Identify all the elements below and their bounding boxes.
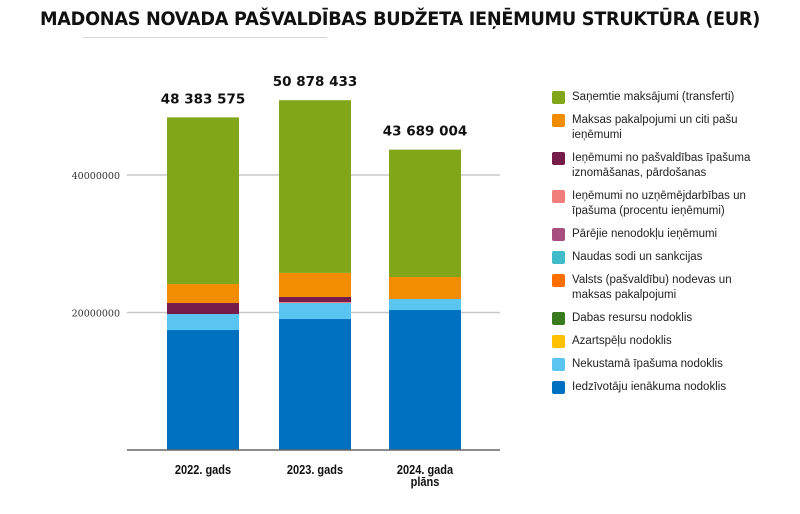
bar-segment xyxy=(167,284,239,304)
legend-swatch xyxy=(552,251,565,264)
legend-item: Maksas pakalpojumi un citi pašu ieņēmumi xyxy=(552,113,792,143)
x-tick-label: 2022. gads xyxy=(175,463,232,477)
legend: Saņemtie maksājumi (transferti) Maksas pa… xyxy=(552,90,792,403)
bar-segment xyxy=(279,296,351,302)
legend-label: Dabas resursu nodoklis xyxy=(572,312,693,324)
bar-total-label: 43 689 004 xyxy=(383,124,468,140)
bar-segment xyxy=(167,303,239,315)
y-tick-label: 20000000 xyxy=(72,309,120,320)
bar-segment xyxy=(167,314,239,331)
legend-label: Valsts (pašvaldību) nodevas un maksas pa… xyxy=(572,274,732,301)
legend-item: Ieņēmumi no uzņēmējdarbības un īpašuma (… xyxy=(552,189,792,219)
legend-swatch xyxy=(552,114,565,127)
legend-swatch xyxy=(552,335,565,348)
legend-swatch xyxy=(552,190,565,203)
bar-segment xyxy=(167,117,239,285)
legend-swatch xyxy=(552,381,565,394)
legend-label: Pārējie nenodokļu ieņēmumi xyxy=(572,228,718,240)
legend-item: Ieņēmumi no pašvaldības īpašuma iznomāša… xyxy=(552,151,792,181)
x-tick-label: plāns xyxy=(411,475,440,489)
bar-segment xyxy=(279,319,351,450)
legend-swatch xyxy=(552,312,565,325)
legend-swatch xyxy=(552,274,565,287)
bar-segment xyxy=(279,272,351,297)
legend-swatch xyxy=(552,152,565,165)
legend-label: Saņemtie maksājumi (transferti) xyxy=(572,91,735,103)
y-tick-label: 40000000 xyxy=(72,171,120,182)
bar-total-label: 48 383 575 xyxy=(161,91,246,107)
legend-item: Naudas sodi un sankcijas xyxy=(552,250,792,265)
legend-label: Nekustamā īpašuma nodoklis xyxy=(572,358,723,370)
chart-title: MADONAS NOVADA PAŠVALDĪBAS BUDŽETA IEŅĒM… xyxy=(39,8,761,30)
legend-label: Iedzīvotāju ienākuma nodoklis xyxy=(572,381,727,393)
bar-segment xyxy=(389,310,461,450)
x-tick-label: 2024. gada xyxy=(397,463,454,477)
bar-segment xyxy=(389,299,461,311)
legend-item: Valsts (pašvaldību) nodevas un maksas pa… xyxy=(552,273,792,303)
legend-swatch xyxy=(552,228,565,241)
legend-label: Azartspēļu nodoklis xyxy=(572,335,672,347)
legend-item: Saņemtie maksājumi (transferti) xyxy=(552,90,792,105)
legend-label: Maksas pakalpojumi un citi pašu ieņēmumi xyxy=(572,114,738,141)
title-underline xyxy=(83,37,327,38)
legend-label: Naudas sodi un sankcijas xyxy=(572,251,703,263)
bar-total-label: 50 878 433 xyxy=(273,74,358,90)
legend-swatch xyxy=(552,358,565,371)
bar-segment xyxy=(279,100,351,273)
bar-segment xyxy=(389,277,461,300)
bar-segment xyxy=(279,301,351,304)
legend-item: Nekustamā īpašuma nodoklis xyxy=(552,357,792,372)
legend-label: Ieņēmumi no uzņēmējdarbības un īpašuma (… xyxy=(572,190,746,217)
legend-item: Azartspēļu nodoklis xyxy=(552,334,792,349)
bar-segment xyxy=(167,330,239,450)
bar-segment xyxy=(279,303,351,320)
bar-segment xyxy=(389,149,461,278)
legend-label: Ieņēmumi no pašvaldības īpašuma iznomāša… xyxy=(572,152,751,179)
legend-item: Dabas resursu nodoklis xyxy=(552,311,792,326)
x-tick-label: 2023. gads xyxy=(287,463,344,477)
legend-swatch xyxy=(552,91,565,104)
legend-item: Iedzīvotāju ienākuma nodoklis xyxy=(552,380,792,395)
legend-item: Pārējie nenodokļu ieņēmumi xyxy=(552,227,792,242)
